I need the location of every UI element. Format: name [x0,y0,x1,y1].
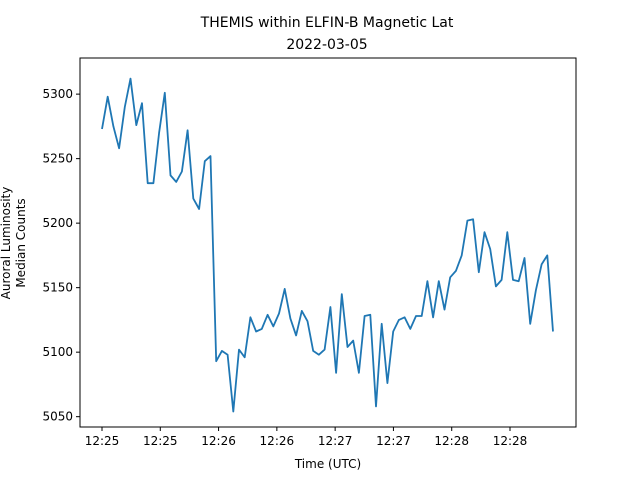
x-tick-label: 12:27 [376,434,411,448]
y-tick-label: 5050 [42,410,73,424]
x-axis: 12:25 12:25 12:26 12:26 12:27 12:27 12:28 12:28 [85,427,528,448]
x-tick-label: 12:25 [143,434,178,448]
chart-title: THEMIS within ELFIN-B Magnetic Lat [200,15,454,31]
x-axis-label: Time (UTC) [294,457,361,471]
chart-subtitle: 2022-03-05 [286,37,367,53]
x-tick-label: 12:26 [201,434,236,448]
x-tick-label: 12:26 [260,434,295,448]
series-line [101,77,554,413]
y-axis-label-second-line: Median Counts [14,198,28,287]
y-tick-label: 5150 [42,281,73,295]
plot-area-frame [79,57,577,428]
y-tick-label: 5100 [42,345,73,359]
y-tick-label: 5300 [42,87,73,101]
y-tick-label: 5200 [42,216,73,230]
x-tick-label: 12:28 [493,434,528,448]
y-axis-label: Auroral Luminosity [0,187,13,300]
x-tick-label: 12:27 [318,434,353,448]
x-tick-label: 12:25 [85,434,120,448]
y-axis: 5050 5100 5150 5200 5250 5300 [42,87,80,424]
y-tick-label: 5250 [42,152,73,166]
x-tick-label: 12:28 [434,434,469,448]
